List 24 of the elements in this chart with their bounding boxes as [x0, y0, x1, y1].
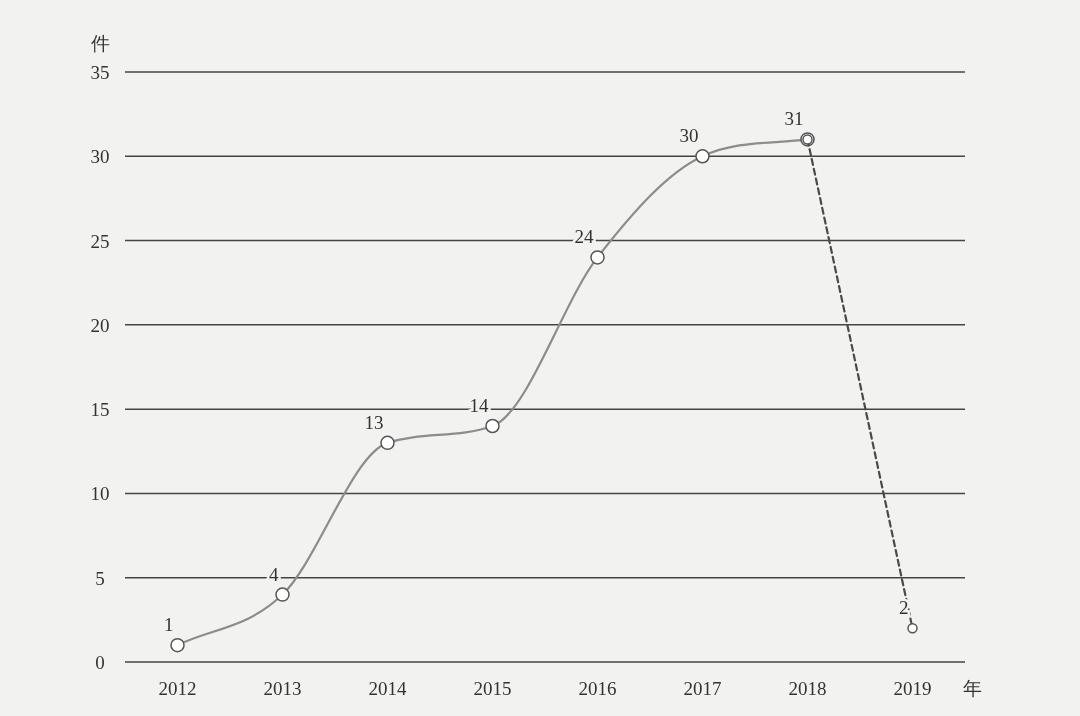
data-label: 30 [679, 125, 699, 147]
x-tick-label: 2013 [263, 678, 302, 699]
x-tick-label: 2016 [578, 678, 617, 699]
x-tick-label: 2015 [473, 678, 512, 699]
x-axis-title: 年 [962, 677, 982, 699]
y-axis-title: 件 [90, 32, 110, 54]
y-tick-label: 25 [90, 230, 110, 252]
data-label: 31 [784, 108, 804, 130]
y-tick-label: 0 [95, 652, 105, 673]
y-tick-label: 30 [90, 146, 110, 168]
y-tick-label: 35 [90, 62, 110, 83]
data-label: 1 [164, 614, 174, 636]
x-tick-label: 2014 [368, 678, 407, 699]
y-tick-label: 20 [90, 314, 110, 336]
x-tick-label: 2018 [788, 678, 827, 699]
x-tick-label: 2012 [158, 678, 197, 699]
y-tick-label: 10 [90, 483, 110, 505]
point [907, 623, 918, 634]
x-tick-label: 2017 [683, 678, 722, 699]
data-label: 13 [364, 411, 384, 433]
y-tick-label: 5 [95, 567, 105, 589]
data-label: 2 [899, 597, 909, 619]
x-tick-label: 2019 [893, 678, 932, 699]
y-tick-label: 15 [90, 399, 110, 421]
